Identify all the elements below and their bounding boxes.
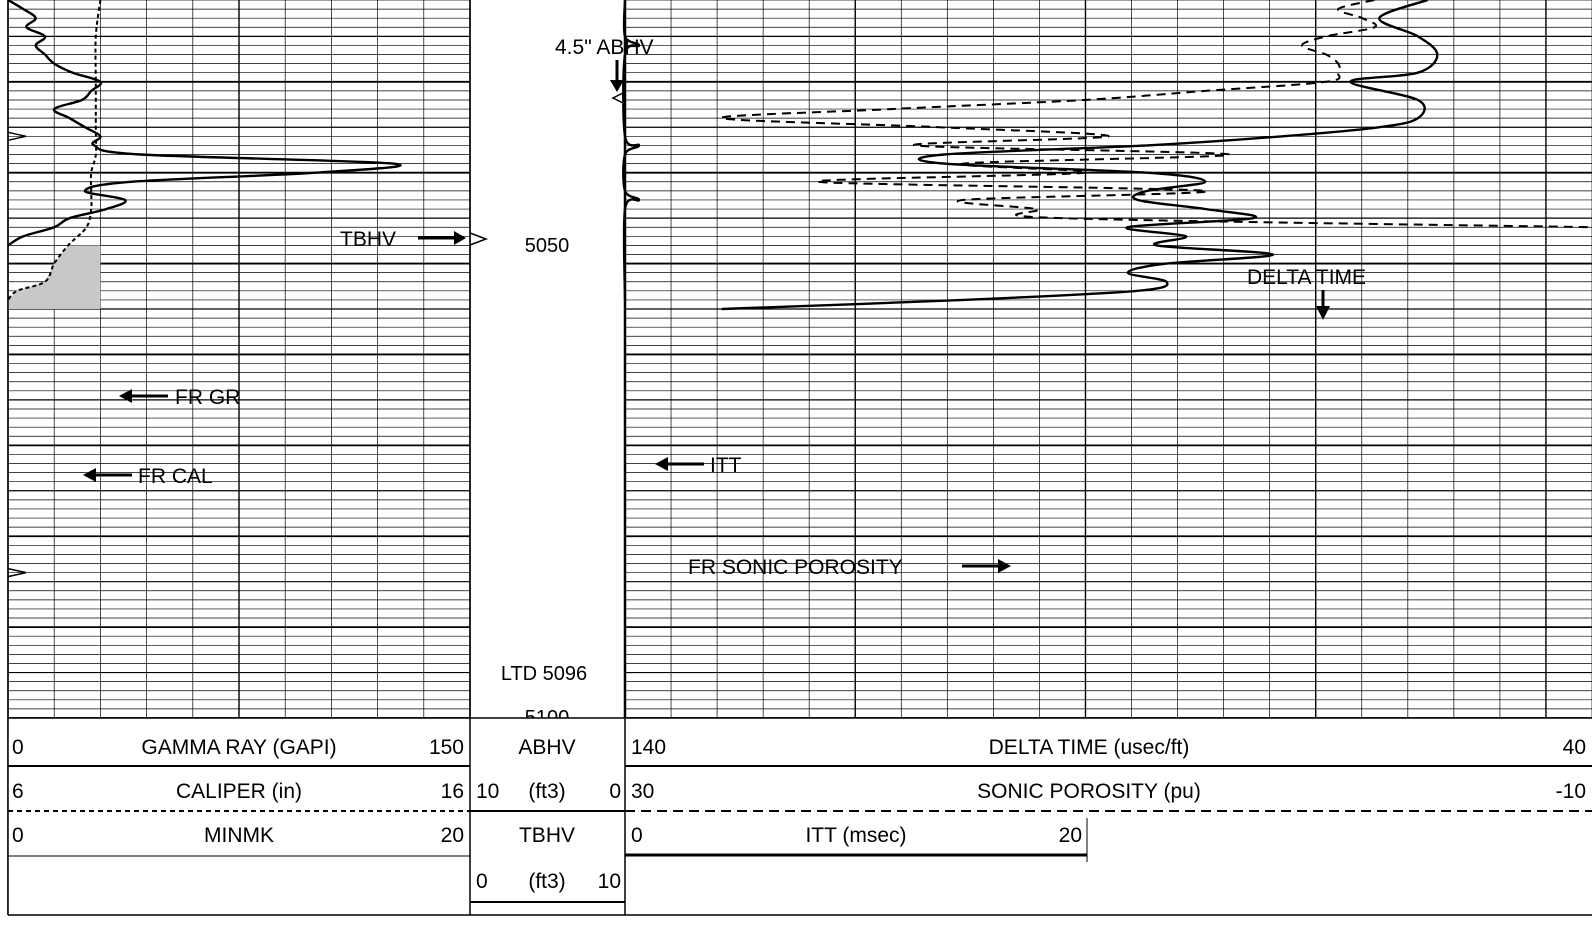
sonic-porosity-scale-right: -10 [1556, 780, 1586, 803]
gamma-ray-name: GAMMA RAY (GAPI) [141, 736, 336, 759]
legend-abhv: ABHV 10 (ft3) 0 [470, 736, 625, 812]
abhv-annotation-label: 4.5" ABHV [555, 36, 654, 59]
sonic-porosity-scale-left: 30 [631, 780, 654, 803]
itt-scale-right: 20 [1059, 824, 1082, 847]
abhv-scale-right: 0 [609, 780, 621, 803]
abhv-unit: (ft3) [528, 780, 565, 803]
tbhv-scale-left: 0 [476, 870, 488, 893]
delta-time-scale-right: 40 [1563, 736, 1586, 759]
delta-time-arrow-head [1316, 306, 1330, 320]
itt-label: ITT [710, 454, 742, 477]
legend: 0 GAMMA RAY (GAPI) 150 6 CALIPER (in) 16… [7, 717, 1592, 916]
tbhv-name: TBHV [519, 824, 575, 847]
legend-minmk: 0 MINMK 20 [8, 824, 470, 857]
annotation-fr-gr: FR GR [119, 386, 240, 409]
caliper-in-curve [7, 0, 102, 301]
minmk-scale-left: 0 [12, 824, 24, 847]
itt-name: ITT (msec) [805, 824, 906, 847]
minmk-scale-right: 20 [441, 824, 464, 847]
minmk-name: MINMK [204, 824, 274, 847]
itt-arrow-head [655, 457, 668, 471]
gamma-ray-scale-right: 150 [429, 736, 464, 759]
track1-edge-tick [7, 567, 27, 578]
abhv-arrow-head [610, 80, 624, 92]
fr-sonic-porosity-arrow-head [998, 559, 1011, 573]
annotation-fr-sonic-porosity: FR SONIC POROSITY [688, 556, 1011, 579]
caliper-scale-left: 6 [12, 780, 24, 803]
tbhv-annotation-label: TBHV [340, 228, 396, 251]
itt-msec-curve [622, 0, 641, 300]
legend-delta-time: 140 DELTA TIME (usec/ft) 40 [625, 736, 1592, 767]
caliper-scale-right: 16 [441, 780, 464, 803]
legend-caliper: 6 CALIPER (in) 16 [8, 780, 470, 812]
tbhv-tick [469, 232, 489, 246]
annotation-fr-cal: FR CAL [83, 465, 213, 488]
itt-scale-left: 0 [631, 824, 643, 847]
abhv-name: ABHV [518, 736, 575, 759]
tbhv-arrow-head [454, 231, 466, 245]
legend-gamma-ray: 0 GAMMA RAY (GAPI) 150 [8, 736, 470, 767]
abhv-tick [611, 91, 626, 105]
sonic-porosity-pu-curve [720, 0, 1592, 229]
fr-gr-label: FR GR [175, 386, 240, 409]
ltd-label: LTD 5096 [501, 663, 587, 685]
caliper-shading [8, 245, 101, 309]
annotation-abhv: 4.5" ABHV [555, 36, 654, 105]
fr-cal-arrow-head [83, 468, 96, 482]
delta-time-scale-left: 140 [631, 736, 666, 759]
delta-time-label: DELTA TIME [1247, 266, 1366, 289]
fr-cal-label: FR CAL [138, 465, 213, 488]
delta-time-usec-ft-curve [721, 0, 1439, 311]
legend-background [8, 718, 1592, 915]
caliper-name: CALIPER (in) [176, 780, 302, 803]
legend-sonic-porosity: 30 SONIC POROSITY (pu) -10 [625, 780, 1592, 812]
abhv-scale-left: 10 [476, 780, 499, 803]
delta-time-name: DELTA TIME (usec/ft) [989, 736, 1190, 759]
fr-sonic-porosity-label: FR SONIC POROSITY [688, 556, 903, 579]
depth-marker-5050: 5050 [525, 235, 570, 257]
legend-itt: 0 ITT (msec) 20 [625, 818, 1088, 862]
fr-gr-arrow-head [119, 389, 132, 403]
annotation-itt: ITT [655, 454, 742, 477]
legend-tbhv: TBHV 0 (ft3) 10 [470, 824, 625, 903]
caliper-washout-fill [8, 245, 101, 309]
track1-edge-tick [7, 131, 27, 142]
annotation-delta-time: DELTA TIME [1247, 266, 1366, 320]
annotation-tbhv: TBHV [340, 228, 489, 251]
gamma-ray-scale-left: 0 [12, 736, 24, 759]
sonic-porosity-name: SONIC POROSITY (pu) [977, 780, 1201, 803]
tbhv-unit: (ft3) [528, 870, 565, 893]
tbhv-scale-right: 10 [598, 870, 621, 893]
gamma-ray-gapi-curve [7, 0, 402, 247]
log-curves [7, 0, 1592, 311]
track2-grid [624, 0, 1592, 719]
